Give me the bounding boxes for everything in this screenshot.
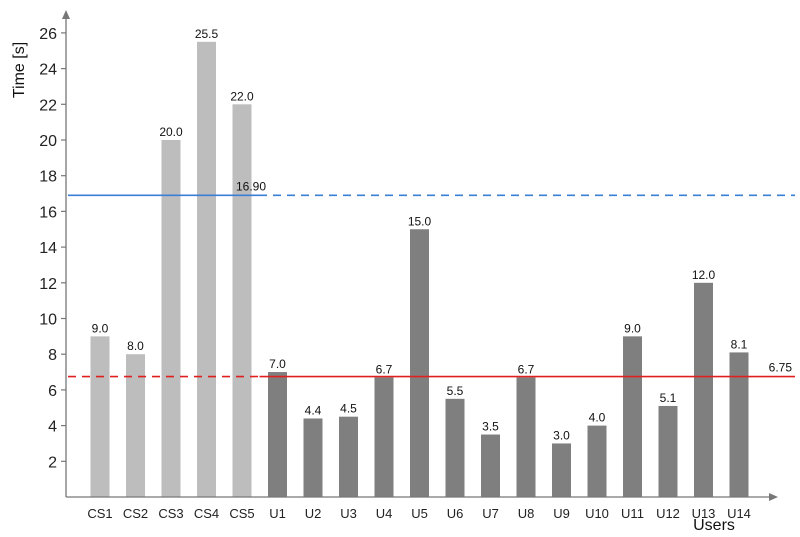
bar-value-label-u10: 4.0	[589, 411, 606, 425]
y-tick-label-10: 10	[39, 312, 57, 329]
bar-u12	[658, 405, 678, 497]
x-tick-label-cs1: CS1	[87, 506, 112, 521]
bar-u4	[374, 377, 394, 497]
x-tick-label-u14: U14	[727, 506, 751, 521]
bar-cs4	[197, 41, 216, 497]
x-tick-label-u4: U4	[376, 506, 393, 521]
bar-value-label-cs1: 9.0	[92, 321, 109, 335]
bar-u2	[303, 418, 323, 497]
plot-area: 9.0CS18.0CS220.0CS325.5CS422.0CS57.0U14.…	[39, 10, 795, 521]
bar-u3	[339, 416, 358, 497]
bar-value-label-u7: 3.5	[482, 420, 499, 434]
bar-value-label-u11: 9.0	[624, 321, 641, 335]
bar-value-label-u6: 5.5	[447, 384, 464, 398]
bar-value-label-u12: 5.1	[660, 391, 677, 405]
reference-line-blue-label: 16.90	[236, 179, 266, 193]
bar-cs1	[90, 336, 110, 497]
bar-u9	[552, 443, 571, 497]
bar-value-label-cs4: 25.5	[195, 27, 219, 41]
x-tick-label-u9: U9	[553, 506, 570, 521]
bar-value-label-u4: 6.7	[376, 362, 393, 376]
y-tick-label-26: 26	[39, 26, 57, 43]
y-tick-label-24: 24	[39, 62, 57, 79]
reference-line-red-label: 6.75	[769, 361, 793, 375]
x-axis-arrow	[769, 493, 778, 501]
y-axis-arrow	[62, 10, 70, 19]
bar-u1	[268, 372, 287, 497]
x-axis-title: Users	[693, 517, 735, 534]
x-tick-label-u13: U13	[692, 506, 716, 521]
bar-value-label-cs3: 20.0	[159, 125, 183, 139]
bar-value-label-u13: 12.0	[692, 268, 716, 282]
bar-cs3	[161, 140, 181, 497]
bar-value-label-u8: 6.7	[518, 362, 535, 376]
x-tick-label-u2: U2	[305, 506, 322, 521]
x-tick-label-cs3: CS3	[158, 506, 183, 521]
x-tick-label-u10: U10	[585, 506, 609, 521]
y-tick-label-16: 16	[39, 204, 57, 221]
bar-u6	[445, 398, 465, 497]
x-tick-label-u1: U1	[269, 506, 286, 521]
bar-value-label-cs5: 22.0	[230, 89, 254, 103]
x-tick-label-cs4: CS4	[194, 506, 219, 521]
x-tick-label-u5: U5	[411, 506, 428, 521]
bar-u8	[516, 377, 536, 497]
x-tick-label-u6: U6	[447, 506, 464, 521]
bar-cs5	[232, 104, 252, 498]
bar-value-label-cs2: 8.0	[127, 339, 144, 353]
y-tick-label-20: 20	[39, 133, 57, 150]
x-tick-label-u11: U11	[621, 506, 644, 521]
y-tick-label-8: 8	[48, 347, 57, 364]
bar-value-label-u9: 3.0	[553, 428, 570, 442]
y-tick-label-14: 14	[39, 240, 57, 257]
bar-value-label-u2: 4.4	[305, 403, 322, 417]
x-tick-label-u7: U7	[482, 506, 499, 521]
bar-u13	[694, 282, 713, 497]
x-tick-label-cs2: CS2	[123, 506, 148, 521]
y-tick-label-6: 6	[48, 383, 57, 400]
bar-u7	[481, 434, 500, 497]
bar-u11	[623, 336, 642, 497]
y-tick-label-22: 22	[39, 97, 57, 114]
x-tick-label-u12: U12	[656, 506, 680, 521]
x-tick-label-u8: U8	[518, 506, 535, 521]
bar-value-label-u1: 7.0	[269, 357, 286, 371]
bar-cs2	[126, 354, 145, 497]
bar-u10	[587, 425, 607, 497]
bar-u14	[729, 352, 749, 497]
y-tick-label-12: 12	[39, 276, 57, 293]
bar-value-label-u5: 15.0	[408, 214, 432, 228]
y-tick-label-18: 18	[39, 169, 57, 186]
x-tick-label-cs5: CS5	[229, 506, 254, 521]
x-tick-label-u3: U3	[340, 506, 357, 521]
y-tick-label-4: 4	[48, 419, 57, 436]
bar-value-label-u14: 8.1	[731, 337, 748, 351]
y-tick-label-2: 2	[48, 454, 57, 471]
bar-value-label-u3: 4.5	[340, 402, 357, 416]
bar-u5	[410, 229, 429, 497]
y-axis-title: Time [s]	[11, 42, 28, 98]
